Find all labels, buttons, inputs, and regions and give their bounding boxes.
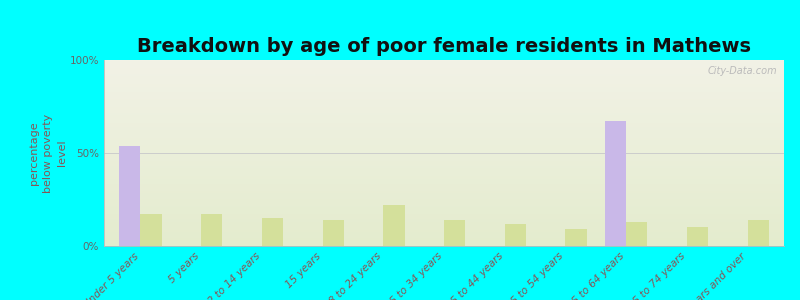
Bar	[262, 218, 283, 246]
Bar	[119, 146, 141, 246]
Bar	[747, 220, 769, 246]
Bar	[201, 214, 222, 246]
Bar	[141, 214, 162, 246]
Bar	[383, 205, 405, 246]
Title: Breakdown by age of poor female residents in Mathews: Breakdown by age of poor female resident…	[137, 37, 751, 56]
Bar	[444, 220, 466, 246]
Bar	[626, 222, 647, 246]
Bar	[605, 122, 626, 246]
Text: City-Data.com: City-Data.com	[707, 66, 778, 76]
Y-axis label: percentage
below poverty
level: percentage below poverty level	[29, 113, 67, 193]
Bar	[505, 224, 526, 246]
Bar	[322, 220, 344, 246]
Bar	[566, 229, 586, 246]
Bar	[687, 227, 708, 246]
